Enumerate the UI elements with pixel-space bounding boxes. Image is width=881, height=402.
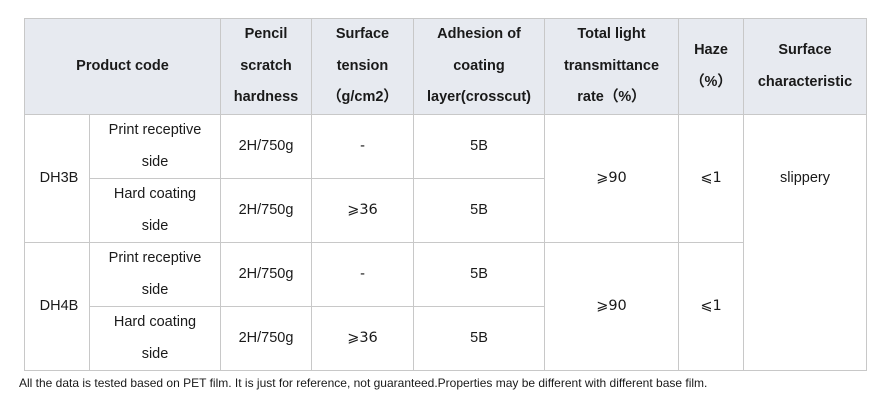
header-text: Adhesion of (437, 26, 521, 43)
header-product-code: Product code (24, 18, 221, 115)
pencil-hardness-cell: 2H/750g (220, 242, 312, 307)
header-text: （g/cm2） (327, 89, 398, 106)
transmittance-cell: ⩾90 (544, 242, 679, 371)
side-text: Hard coating (113, 314, 197, 330)
side-cell: Hard coating side (89, 306, 221, 371)
side-text: Hard coating (113, 186, 197, 202)
side-text: side (141, 345, 169, 362)
table-row: Hard coating side 2H/750g ⩾36 5B (25, 306, 867, 371)
side-text: side (141, 153, 169, 170)
adhesion-cell: 5B (413, 114, 545, 179)
side-cell: Hard coating side (89, 178, 221, 243)
header-text: Total light (577, 26, 646, 43)
surface-tension-cell: - (311, 114, 414, 179)
haze-cell: ⩽1 (678, 242, 744, 371)
pencil-hardness-cell: 2H/750g (220, 178, 312, 243)
side-cell: Print receptive side (89, 114, 221, 179)
header-text: Haze (694, 42, 728, 58)
adhesion-cell: 5B (413, 178, 545, 243)
header-adhesion: Adhesion of coating layer(crosscut) (413, 18, 545, 115)
side-text: side (141, 217, 169, 234)
header-text: rate（%） (577, 89, 646, 106)
transmittance-cell: ⩾90 (544, 114, 679, 243)
surface-tension-cell: ⩾36 (311, 306, 414, 371)
adhesion-cell: 5B (413, 306, 545, 371)
header-pencil-hardness: Pencil scratch hardness (220, 18, 312, 115)
header-haze: Haze （%） (678, 18, 744, 115)
side-cell: Print receptive side (89, 242, 221, 307)
header-text: transmittance (563, 57, 660, 74)
header-text: layer(crosscut) (427, 89, 531, 106)
header-transmittance: Total light transmittance rate（%） (544, 18, 679, 115)
product-code-cell: DH4B (24, 242, 90, 371)
header-text: Surface (778, 42, 832, 58)
pencil-hardness-cell: 2H/750g (220, 114, 312, 179)
product-code-cell: DH3B (24, 114, 90, 243)
table-row: DH4B Print receptive side 2H/750g - 5B ⩾… (24, 242, 867, 371)
surface-tension-cell: ⩾36 (311, 178, 414, 243)
side-text: Print receptive (108, 250, 202, 266)
adhesion-cell: 5B (413, 242, 545, 307)
surface-characteristic-cell: slippery (743, 114, 867, 371)
header-text: scratch (240, 57, 292, 74)
spec-table: Product code Pencil scratch hardness Sur… (24, 18, 867, 371)
header-row: Product code Pencil scratch hardness Sur… (24, 18, 867, 115)
haze-cell: ⩽1 (678, 114, 744, 243)
header-surface-tension: Surface tension （g/cm2） (311, 18, 414, 115)
side-text: Print receptive (108, 122, 202, 138)
table-row: DH3B Print receptive side 2H/750g - 5B ⩾… (24, 114, 867, 371)
surface-tension-cell: - (311, 242, 414, 307)
side-text: side (141, 281, 169, 298)
header-text: （%） (690, 73, 732, 90)
header-surface-characteristic: Surface characteristic (743, 18, 867, 115)
header-text: tension (336, 57, 389, 74)
header-text: Pencil (244, 26, 288, 43)
table-row: Hard coating side 2H/750g ⩾36 5B (25, 178, 867, 243)
footnote: All the data is tested based on PET film… (19, 376, 708, 390)
header-text: coating (453, 57, 505, 74)
header-text: hardness (233, 89, 299, 106)
pencil-hardness-cell: 2H/750g (220, 306, 312, 371)
header-text: characteristic (757, 73, 853, 90)
header-text: Surface (335, 26, 390, 43)
